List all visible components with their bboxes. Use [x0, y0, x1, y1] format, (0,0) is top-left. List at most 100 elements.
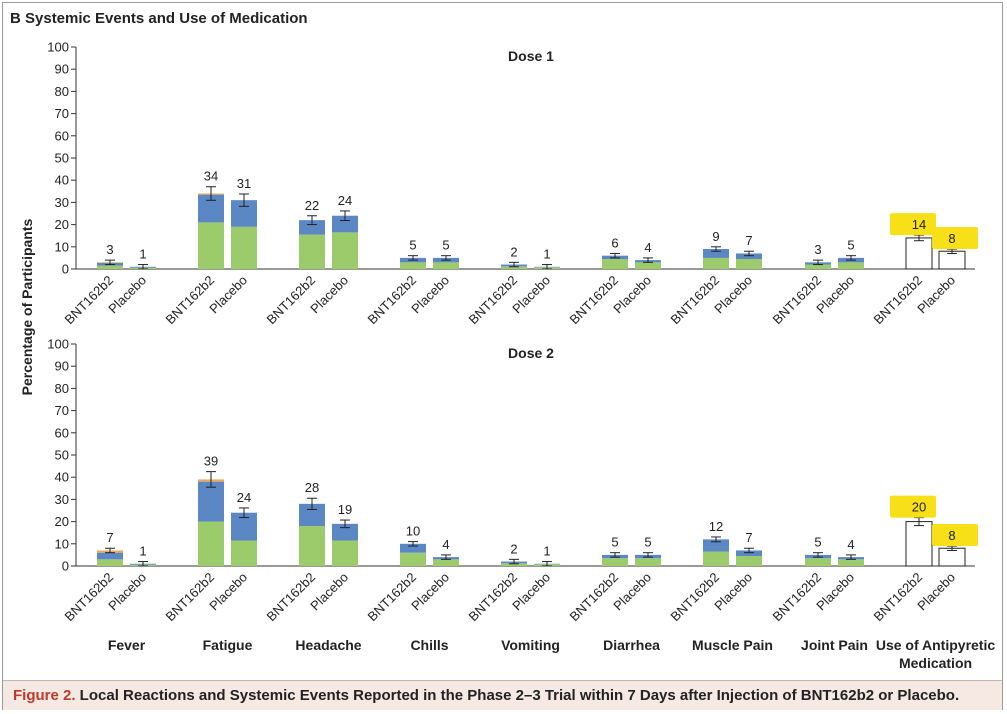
- moderate-segment: [198, 481, 224, 522]
- figure-caption: Figure 2. Local Reactions and Systemic E…: [3, 680, 1002, 710]
- value-label: 5: [644, 535, 651, 550]
- mild-segment: [299, 526, 325, 566]
- value-label: 1: [543, 544, 550, 559]
- group-label: BNT162b2: [466, 570, 521, 625]
- value-label: 22: [305, 198, 319, 213]
- mild-segment: [736, 556, 762, 566]
- moderate-segment: [299, 220, 325, 235]
- value-label: 7: [745, 530, 752, 545]
- mild-segment: [838, 262, 864, 269]
- category-label: Joint Pain: [801, 637, 868, 653]
- group-label: BNT162b2: [871, 273, 926, 328]
- value-label: 5: [409, 238, 416, 253]
- value-label: 24: [237, 490, 251, 505]
- category-label: Diarrhea: [603, 637, 660, 653]
- mild-segment: [703, 257, 729, 269]
- value-label: 1: [139, 247, 146, 262]
- y-axis-label: Percentage of Participants: [19, 218, 35, 395]
- y-tick-label: 90: [55, 359, 69, 374]
- y-tick-label: 0: [62, 262, 69, 277]
- value-label: 1: [139, 544, 146, 559]
- y-tick-label: 10: [55, 536, 69, 551]
- value-label: 28: [305, 480, 319, 495]
- y-tick-label: 10: [55, 239, 69, 254]
- category-label: Use of Antipyretic: [876, 637, 995, 653]
- value-label: 4: [442, 537, 449, 552]
- mild-segment: [635, 558, 661, 566]
- value-label: 5: [847, 238, 854, 253]
- value-label: 2: [510, 244, 517, 259]
- y-tick-label: 30: [55, 195, 69, 210]
- group-label: BNT162b2: [871, 570, 926, 625]
- group-label: BNT162b2: [668, 273, 723, 328]
- value-label: 39: [204, 454, 218, 469]
- highlight-box: [890, 495, 936, 518]
- mild-segment: [400, 262, 426, 269]
- y-tick-label: 100: [47, 337, 69, 352]
- group-label: BNT162b2: [264, 273, 319, 328]
- mild-segment: [501, 563, 527, 566]
- category-label: Headache: [295, 637, 361, 653]
- category-label: Vomiting: [501, 637, 560, 653]
- mild-segment: [198, 521, 224, 566]
- mild-segment: [433, 559, 459, 566]
- value-label: 3: [106, 242, 113, 257]
- category-label: Chills: [410, 637, 448, 653]
- value-label: 7: [745, 233, 752, 248]
- category-label: Muscle Pain: [692, 637, 773, 653]
- group-label: BNT162b2: [62, 570, 117, 625]
- moderate-segment: [332, 523, 358, 541]
- y-tick-label: 20: [55, 217, 69, 232]
- value-label: 7: [106, 530, 113, 545]
- group-label: BNT162b2: [567, 570, 622, 625]
- value-label: 5: [814, 535, 821, 550]
- y-tick-label: 50: [55, 448, 69, 463]
- value-label: 8: [948, 528, 955, 543]
- caption-text: Figure 2. Local Reactions and Systemic E…: [13, 687, 959, 704]
- value-label: 6: [611, 235, 618, 250]
- highlight-box: [932, 524, 978, 547]
- group-label: BNT162b2: [567, 273, 622, 328]
- group-label: BNT162b2: [770, 570, 825, 625]
- outline-bar: [905, 521, 933, 567]
- mild-segment: [332, 540, 358, 566]
- y-tick-label: 50: [55, 151, 69, 166]
- dose-title: Dose 1: [508, 48, 554, 64]
- value-label: 9: [712, 229, 719, 244]
- group-label: BNT162b2: [264, 570, 319, 625]
- group-label: BNT162b2: [163, 273, 218, 328]
- value-label: 31: [237, 176, 251, 191]
- y-tick-label: 40: [55, 173, 69, 188]
- group-label: BNT162b2: [466, 273, 521, 328]
- y-tick-label: 20: [55, 514, 69, 529]
- value-label: 4: [644, 240, 651, 255]
- value-label: 19: [338, 502, 352, 517]
- mild-segment: [433, 262, 459, 269]
- value-label: 4: [847, 537, 854, 552]
- y-tick-label: 70: [55, 106, 69, 121]
- value-label: 5: [611, 535, 618, 550]
- mild-segment: [198, 222, 224, 269]
- y-tick-label: 90: [55, 62, 69, 77]
- value-label: 14: [912, 217, 926, 232]
- y-tick-label: 30: [55, 492, 69, 507]
- mild-segment: [703, 551, 729, 566]
- group-label: BNT162b2: [365, 273, 420, 328]
- mild-segment: [635, 262, 661, 269]
- mild-segment: [231, 226, 257, 269]
- value-label: 24: [338, 193, 352, 208]
- dose-title: Dose 2: [508, 345, 554, 361]
- group-label: BNT162b2: [770, 273, 825, 328]
- bars-layer: [97, 186, 966, 567]
- group-label: BNT162b2: [668, 570, 723, 625]
- y-tick-label: 80: [55, 381, 69, 396]
- mild-segment: [299, 234, 325, 269]
- value-label: 20: [912, 500, 926, 515]
- moderate-segment: [97, 552, 123, 560]
- mild-segment: [736, 259, 762, 269]
- group-label: BNT162b2: [163, 570, 218, 625]
- moderate-segment: [703, 249, 729, 258]
- value-label: 12: [709, 519, 723, 534]
